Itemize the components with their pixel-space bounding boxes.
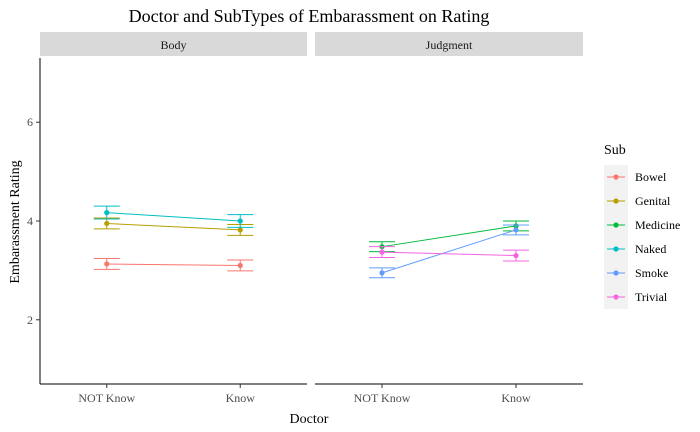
series-smoke xyxy=(369,224,529,279)
data-point xyxy=(237,262,243,269)
facet-strip-label: Judgment xyxy=(426,38,473,52)
legend-item-medicine: Medicine xyxy=(604,213,680,237)
facet-strip-label: Body xyxy=(160,38,186,52)
data-point xyxy=(104,210,110,216)
x-tick-label: NOT Know xyxy=(354,391,411,405)
x-tick-label: NOT Know xyxy=(78,391,135,405)
legend-label: Trivial xyxy=(635,290,668,304)
data-point xyxy=(379,249,385,255)
chart-title: Doctor and SubTypes of Embarassment on R… xyxy=(129,6,490,26)
x-tick-label: Know xyxy=(501,391,531,405)
series-naked xyxy=(93,205,254,228)
data-point xyxy=(513,252,519,259)
series-line xyxy=(381,229,517,274)
series-bowel xyxy=(93,258,254,272)
legend-label: Medicine xyxy=(635,218,680,232)
x-tick-label: Know xyxy=(226,391,256,405)
legend: Sub Bowel Genital Medicine Naked Smoke Trivia… xyxy=(604,143,680,309)
data-point xyxy=(379,270,385,276)
legend-item-trivial: Trivial xyxy=(604,285,668,309)
series-line xyxy=(381,251,517,257)
panel-judgment: Judgment NOT Know Know xyxy=(315,32,583,405)
panel-body: Body NOT Know Know xyxy=(39,32,307,405)
series-line xyxy=(106,222,241,231)
y-tick-label: 6 xyxy=(27,115,33,129)
legend-label: Smoke xyxy=(635,266,668,280)
legend-label: Genital xyxy=(635,194,671,208)
legend-item-bowel: Bowel xyxy=(604,165,667,189)
series-trivial xyxy=(369,246,529,262)
legend-title: Sub xyxy=(604,143,626,158)
data-point xyxy=(237,227,243,233)
series-line xyxy=(106,263,241,266)
series-medicine xyxy=(369,220,529,253)
facet-strip xyxy=(315,32,583,56)
data-point xyxy=(104,220,110,227)
data-point xyxy=(237,218,243,224)
legend-item-naked: Naked xyxy=(604,237,666,261)
y-tick-label: 2 xyxy=(27,313,33,327)
legend-label: Naked xyxy=(635,242,666,256)
data-point xyxy=(104,261,110,267)
series-line xyxy=(381,225,517,248)
facet-strip xyxy=(40,32,307,56)
data-point xyxy=(513,227,519,233)
y-axis-title: Embarassment Rating xyxy=(8,160,23,283)
x-axis-title: Doctor xyxy=(290,412,329,427)
legend-label: Bowel xyxy=(635,170,667,184)
legend-item-smoke: Smoke xyxy=(604,261,668,285)
series-line xyxy=(106,212,241,222)
legend-item-genital: Genital xyxy=(604,189,671,213)
y-tick-label: 4 xyxy=(27,214,33,228)
